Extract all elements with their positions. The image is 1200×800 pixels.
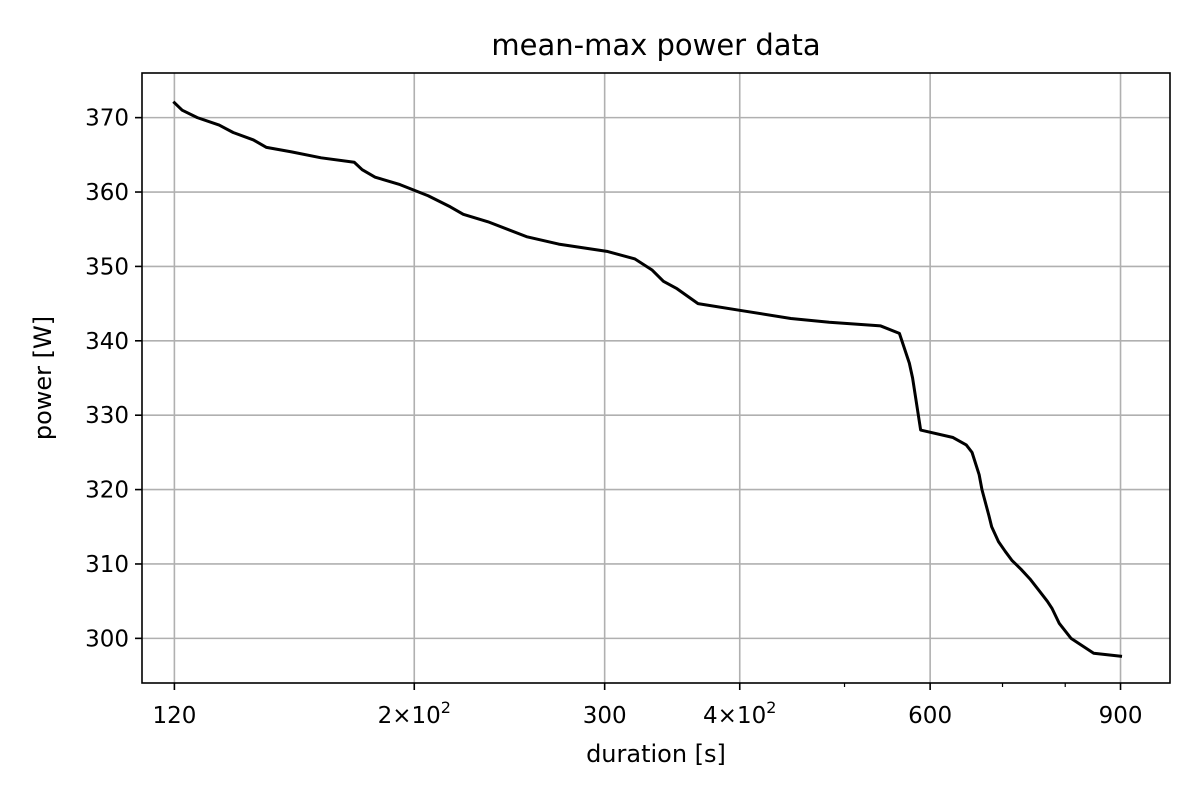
x-tick-label-base: 2×10 — [378, 703, 441, 729]
y-tick-label: 350 — [85, 254, 129, 280]
x-tick-label: 2×102 — [378, 698, 451, 729]
y-tick-label: 360 — [85, 180, 129, 206]
tick-layer: 120 2×102 300 4×102 600 900300310320330340350… — [85, 106, 1142, 729]
y-tick-label: 310 — [85, 552, 129, 578]
x-tick-label: 600 — [908, 703, 952, 729]
x-tick-label-base: 4×10 — [703, 703, 766, 729]
x-tick-label: 900 — [1099, 703, 1143, 729]
y-tick-label: 340 — [85, 329, 129, 355]
x-tick-label-base: 600 — [908, 703, 952, 729]
x-tick-label: 120 — [152, 703, 196, 729]
y-axis-label: power [W] — [29, 316, 57, 440]
x-tick-label-base: 300 — [583, 703, 627, 729]
x-axis-label: duration [s] — [586, 740, 726, 768]
chart-title: mean-max power data — [491, 28, 820, 62]
x-tick-label-exponent: 2 — [441, 698, 451, 717]
y-tick-label: 320 — [85, 478, 129, 504]
x-tick-label: 4×102 — [703, 698, 776, 729]
series-line — [172, 100, 1123, 658]
x-tick-label-base: 900 — [1099, 703, 1143, 729]
x-tick-label-base: 120 — [152, 703, 196, 729]
x-tick-label-exponent: 2 — [766, 698, 776, 717]
plot-frame — [141, 72, 1171, 684]
y-tick-label: 370 — [85, 106, 129, 132]
grid-layer — [142, 73, 1170, 683]
x-tick-label: 300 — [583, 703, 627, 729]
y-tick-label: 300 — [85, 626, 129, 652]
y-tick-label: 330 — [85, 403, 129, 429]
series-layer — [172, 100, 1123, 658]
